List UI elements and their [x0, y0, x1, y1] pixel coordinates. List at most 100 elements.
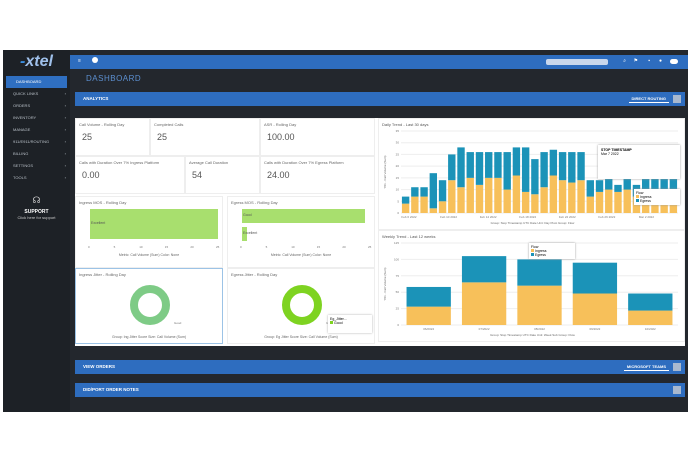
- bar-ingress[interactable]: [549, 175, 558, 213]
- sidebar-item-billing[interactable]: BILLING ›: [3, 148, 70, 160]
- bar-egress[interactable]: [521, 147, 530, 192]
- chart-caption: Group: Eg Jitter Score Size: Call Volume…: [264, 335, 338, 339]
- bar-ingress[interactable]: [461, 282, 507, 325]
- bar-ingress[interactable]: [475, 184, 484, 213]
- bar[interactable]: [242, 227, 248, 241]
- bar-ingress[interactable]: [623, 189, 631, 213]
- bar[interactable]: [90, 209, 218, 239]
- notification-icon[interactable]: ⚑: [633, 58, 638, 64]
- donut-chart[interactable]: [130, 285, 170, 325]
- notes-section-header[interactable]: DID/PORT ORDER NOTES: [75, 383, 685, 397]
- bar-ingress[interactable]: [531, 194, 539, 213]
- bar-ingress[interactable]: [628, 310, 673, 325]
- logo: -xtel: [20, 53, 53, 70]
- bar-egress[interactable]: [595, 180, 604, 192]
- bar-egress[interactable]: [406, 286, 451, 307]
- bar-ingress[interactable]: [517, 285, 562, 325]
- bar-egress[interactable]: [457, 147, 465, 188]
- bar-egress[interactable]: [540, 152, 548, 188]
- bar-ingress[interactable]: [485, 177, 493, 213]
- bar-ingress[interactable]: [572, 293, 618, 325]
- bar-egress[interactable]: [577, 152, 585, 181]
- expand-button[interactable]: [673, 363, 681, 371]
- sidebar-item-manage[interactable]: MANAGE ›: [3, 124, 70, 136]
- tick-label: 25: [216, 245, 220, 249]
- bar-ingress[interactable]: [466, 177, 474, 213]
- support-link[interactable]: ☊ SUPPORT Click here for support: [3, 195, 70, 220]
- bar-egress[interactable]: [568, 152, 576, 183]
- bar-egress[interactable]: [485, 152, 493, 178]
- sidebar-item-settings[interactable]: SETTINGS ›: [3, 160, 70, 172]
- bar-ingress[interactable]: [558, 180, 567, 213]
- sidebar-item-orders[interactable]: ORDERS ›: [3, 100, 70, 112]
- bar-ingress[interactable]: [406, 306, 451, 325]
- bar-egress[interactable]: [572, 262, 618, 294]
- bar-egress[interactable]: [512, 147, 521, 176]
- bar-ingress[interactable]: [429, 208, 438, 213]
- chart-title: Ingress Jitter - Rolling Day: [79, 272, 126, 277]
- bar[interactable]: [242, 209, 365, 223]
- bar-egress[interactable]: [549, 149, 558, 176]
- bar-ingress[interactable]: [540, 187, 548, 213]
- expand-button[interactable]: [673, 386, 681, 394]
- bar-ingress[interactable]: [448, 180, 456, 213]
- bar-egress[interactable]: [429, 173, 438, 209]
- bar-egress[interactable]: [438, 180, 447, 202]
- bar-ingress[interactable]: [411, 196, 419, 213]
- bar-ingress[interactable]: [521, 191, 530, 213]
- bar-egress[interactable]: [448, 154, 456, 181]
- direct-routing-tab[interactable]: DIRECT ROUTING: [628, 95, 669, 103]
- bar-egress[interactable]: [420, 187, 428, 197]
- bar-ingress[interactable]: [605, 189, 613, 213]
- sidebar-item-tools[interactable]: TOOLS ›: [3, 172, 70, 184]
- support-subtitle: Click here for support: [17, 215, 56, 220]
- bar-ingress[interactable]: [595, 191, 604, 213]
- kpi-card: ASR - Rolling Day 100.00: [260, 118, 375, 156]
- bar-ingress[interactable]: [420, 196, 428, 213]
- user-icon[interactable]: ●: [658, 58, 662, 64]
- menu-icon[interactable]: ≡: [78, 58, 81, 64]
- account-selector[interactable]: [546, 59, 608, 65]
- chevron-right-icon: ›: [64, 103, 66, 108]
- bar-egress[interactable]: [401, 196, 410, 204]
- donut-chart[interactable]: [282, 285, 322, 325]
- bar-egress[interactable]: [586, 180, 594, 197]
- bar-egress[interactable]: [531, 159, 539, 195]
- bar-egress[interactable]: [503, 152, 511, 190]
- bar-egress[interactable]: [466, 152, 474, 178]
- bar-ingress[interactable]: [586, 196, 594, 213]
- sidebar-item-dashboard[interactable]: DASHBOARD: [6, 76, 67, 88]
- bar-egress[interactable]: [628, 293, 673, 311]
- bar-ingress[interactable]: [457, 187, 465, 213]
- analytics-section-header[interactable]: ANALYTICS DIRECT ROUTING: [75, 92, 685, 106]
- chevron-right-icon: ›: [64, 163, 66, 168]
- page-title: DASHBOARD: [86, 74, 142, 83]
- bar-egress[interactable]: [558, 152, 567, 181]
- bar-ingress[interactable]: [401, 203, 410, 213]
- bar-egress[interactable]: [461, 256, 507, 283]
- sidebar-item-inventory[interactable]: INVENTORY ›: [3, 112, 70, 124]
- tick-label: 0: [88, 245, 90, 249]
- bar-ingress[interactable]: [503, 189, 511, 213]
- search-icon[interactable]: ⌕: [623, 58, 626, 64]
- bar-ingress[interactable]: [438, 201, 447, 213]
- bar-egress[interactable]: [614, 184, 622, 192]
- bar-egress[interactable]: [475, 152, 484, 185]
- sidebar-item-911-e911-routing[interactable]: 911/E911/ROUTING ›: [3, 136, 70, 148]
- theme-toggle[interactable]: [670, 59, 678, 64]
- bar-ingress[interactable]: [577, 180, 585, 213]
- sidebar-item-quick-links[interactable]: QUICK LINKS ›: [3, 88, 70, 100]
- bar-ingress[interactable]: [494, 177, 502, 213]
- bar-ingress[interactable]: [512, 175, 521, 213]
- microsoft-teams-tab[interactable]: MICROSOFT TEAMS: [623, 363, 669, 371]
- bar-ingress[interactable]: [614, 191, 622, 213]
- flag-icon[interactable]: ▪: [648, 58, 650, 64]
- bar-egress[interactable]: [411, 187, 419, 197]
- info-icon[interactable]: [92, 57, 98, 63]
- view-orders-section-header[interactable]: VIEW ORDERS MICROSOFT TEAMS: [75, 360, 685, 374]
- bar-egress[interactable]: [494, 152, 502, 178]
- stacked-bar-chart: Weekly Trend - Last 12 weeks Y01 - Call V…: [382, 234, 678, 337]
- bar-ingress[interactable]: [568, 182, 576, 213]
- collapse-button[interactable]: [673, 95, 681, 103]
- bar-egress[interactable]: [517, 259, 562, 286]
